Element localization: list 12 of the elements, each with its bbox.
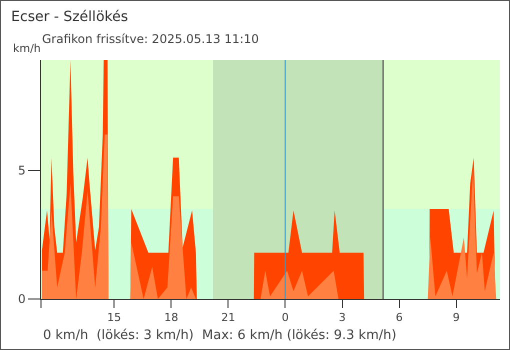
- x-tick-label: 18: [164, 311, 178, 324]
- y-tick-label: 5: [18, 164, 26, 178]
- x-tick-label: 9: [452, 311, 460, 324]
- x-tick-label: 3: [338, 311, 346, 324]
- x-tick-label: 6: [396, 311, 403, 324]
- x-tick-label: 15: [107, 311, 122, 324]
- text: 0 km/h (lökés: 3 km/h) Max: 6 km/h (lökés: 9.3 km/h): [43, 328, 396, 343]
- chart-title: Ecser - Széllökés: [11, 9, 128, 26]
- x-tick-label: 0: [282, 311, 289, 324]
- chart-subtitle: Grafikon frissítve: 2025.05.13 11:10: [42, 32, 259, 46]
- y-axis-title: km/h: [13, 42, 41, 55]
- x-tick-label: 21: [221, 311, 236, 324]
